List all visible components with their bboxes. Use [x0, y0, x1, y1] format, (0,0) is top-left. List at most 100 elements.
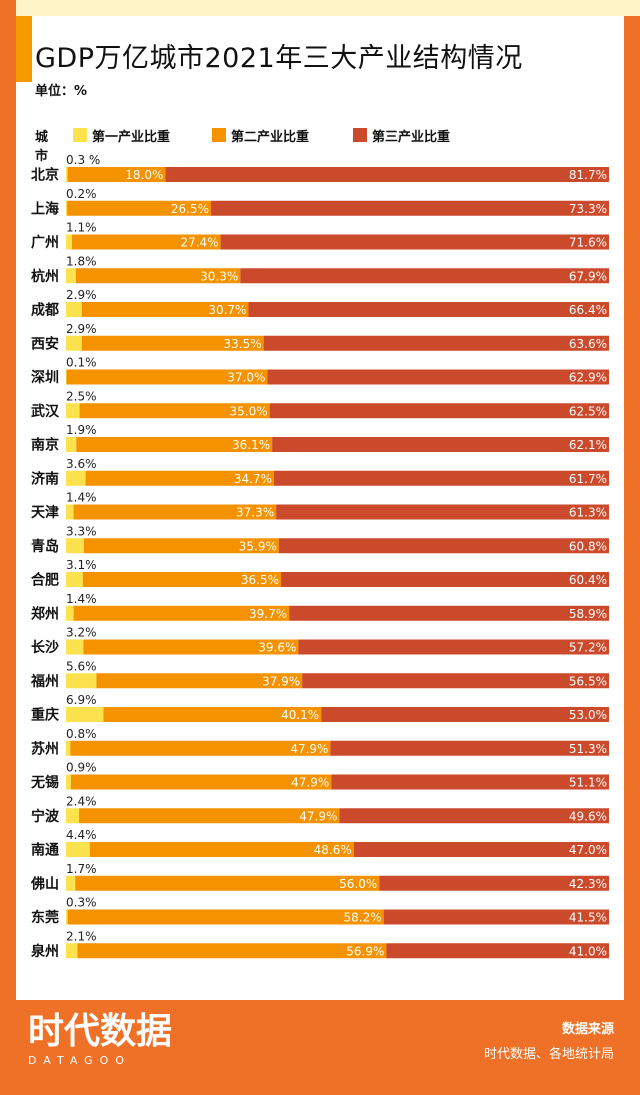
city-label-2: 上海 [31, 200, 59, 217]
city-label-7: 深圳 [31, 369, 59, 386]
label-tertiary-24: 41.0% [569, 944, 607, 958]
bar-primary-5 [66, 302, 82, 317]
bar-secondary-10 [85, 470, 274, 486]
legend-label-primary: 第一产业比重 [92, 130, 171, 145]
label-secondary-13: 36.5% [241, 573, 279, 587]
bar-secondary-17 [103, 707, 322, 722]
bar-primary-6 [66, 335, 82, 351]
logo-en-text: DATAGOO [28, 1054, 131, 1067]
bar-primary-15 [66, 639, 84, 655]
bar-primary-22 [66, 875, 76, 891]
bar-tertiary-11 [276, 504, 609, 520]
label-tertiary-21: 47.0% [569, 843, 607, 857]
bar-secondary-21 [89, 842, 354, 857]
bar-tertiary-7 [267, 369, 609, 385]
bar-tertiary-5 [248, 302, 609, 317]
label-tertiary-15: 57.2% [569, 641, 607, 655]
bar-secondary-12 [83, 538, 279, 554]
bar-primary-11 [66, 504, 74, 520]
label-tertiary-4: 67.9% [569, 269, 607, 283]
bar-primary-23 [66, 909, 68, 925]
bar-tertiary-15 [298, 639, 609, 655]
label-tertiary-11: 61.3% [569, 506, 607, 520]
label-secondary-15: 39.6% [258, 641, 296, 655]
bar-primary-1 [66, 167, 68, 182]
city-label-11: 天津 [31, 504, 59, 521]
bar-primary-21 [66, 842, 90, 857]
stacked-bar-chart: 北京 0.3 % 18.0% 81.7% 上海 0.2% 26.5% 73.3% 广州 1.1% 2… [30, 153, 610, 960]
bar-primary-16 [66, 673, 97, 689]
label-primary-5: 2.9% [66, 288, 97, 302]
city-label-9: 南京 [31, 437, 59, 454]
bar-secondary-7 [66, 369, 268, 385]
bar-secondary-16 [96, 673, 303, 689]
label-secondary-6: 33.5% [224, 337, 262, 351]
unit-label: 单位：% [35, 84, 88, 99]
label-primary-12: 3.3% [66, 524, 97, 538]
bar-primary-7 [66, 369, 67, 385]
legend-label-tertiary: 第三产业比重 [372, 130, 451, 145]
label-secondary-22: 56.0% [339, 877, 377, 891]
bar-secondary-19 [70, 774, 332, 790]
city-label-13: 合肥 [31, 572, 59, 589]
label-secondary-14: 39.7% [249, 607, 287, 621]
bar-tertiary-21 [353, 842, 609, 857]
label-secondary-11: 37.3% [236, 506, 274, 520]
label-secondary-2: 26.5% [171, 202, 209, 216]
bar-secondary-9 [76, 437, 273, 452]
logo-cn-text: 时代数据 [28, 1011, 173, 1052]
bar-tertiary-19 [331, 774, 609, 790]
bar-secondary-24 [77, 943, 387, 959]
label-tertiary-14: 58.9% [569, 607, 607, 621]
label-tertiary-18: 51.3% [569, 742, 607, 756]
bar-secondary-18 [70, 740, 331, 756]
label-primary-16: 5.6% [66, 659, 97, 673]
label-tertiary-12: 60.8% [569, 539, 607, 553]
city-label-10: 济南 [31, 470, 59, 487]
label-tertiary-5: 66.4% [569, 303, 607, 317]
city-label-19: 无锡 [30, 774, 59, 791]
bar-primary-4 [66, 268, 76, 284]
top-strip [0, 0, 640, 16]
city-label-3: 广州 [31, 234, 59, 251]
bar-secondary-6 [81, 335, 264, 351]
city-label-24: 泉州 [31, 943, 59, 960]
legend-swatch-primary [73, 128, 87, 142]
city-label-18: 苏州 [31, 740, 59, 757]
bar-secondary-14 [73, 605, 290, 621]
label-secondary-8: 35.0% [230, 404, 268, 418]
label-tertiary-8: 62.5% [569, 404, 607, 418]
label-primary-21: 4.4% [66, 828, 97, 842]
label-secondary-5: 30.7% [208, 303, 246, 317]
chart-title: GDP万亿城市2021年三大产业结构情况 [35, 43, 523, 74]
label-secondary-20: 47.9% [299, 809, 337, 823]
bar-primary-8 [66, 403, 80, 419]
label-primary-23: 0.3% [66, 896, 97, 910]
label-tertiary-13: 60.4% [569, 573, 607, 587]
bar-tertiary-12 [278, 538, 609, 554]
label-primary-4: 1.8% [66, 254, 97, 268]
brand-logo: 时代数据 DATAGOO [28, 1012, 172, 1068]
source-title: 数据来源 [561, 1022, 614, 1037]
label-primary-20: 2.4% [66, 794, 97, 808]
label-secondary-16: 37.9% [262, 674, 300, 688]
label-tertiary-22: 42.3% [569, 877, 607, 891]
label-primary-19: 0.9% [66, 761, 97, 775]
label-primary-11: 1.4% [66, 491, 97, 505]
bar-secondary-1 [67, 167, 166, 182]
bar-secondary-4 [75, 268, 241, 284]
bar-tertiary-24 [386, 943, 609, 959]
label-secondary-23: 58.2% [344, 911, 382, 925]
label-tertiary-3: 71.6% [569, 236, 607, 250]
legend-swatch-tertiary [353, 128, 367, 142]
legend-city-label: 城市 [35, 130, 49, 164]
bar-tertiary-6 [263, 335, 609, 351]
label-secondary-1: 18.0% [125, 168, 163, 182]
label-secondary-10: 34.7% [234, 472, 272, 486]
bar-tertiary-17 [321, 707, 609, 722]
label-primary-2: 0.2% [66, 187, 97, 201]
bar-primary-17 [66, 707, 104, 722]
label-secondary-3: 27.4% [180, 236, 218, 250]
label-primary-14: 1.4% [66, 592, 97, 606]
label-secondary-24: 56.9% [346, 944, 384, 958]
